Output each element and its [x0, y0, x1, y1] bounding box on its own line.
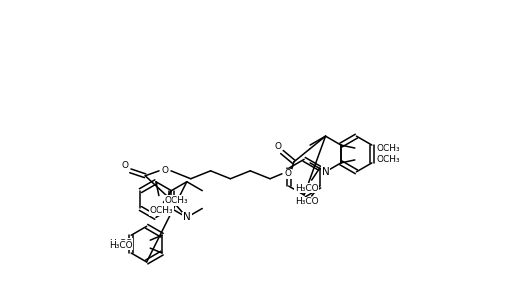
Text: OCH₃: OCH₃ [377, 155, 400, 164]
Text: O: O [161, 166, 169, 175]
Text: O: O [122, 161, 129, 170]
Text: H₃CO: H₃CO [109, 239, 132, 248]
Text: N: N [321, 167, 330, 177]
Text: OCH₃: OCH₃ [377, 143, 400, 153]
Text: O: O [285, 169, 291, 178]
Text: N: N [183, 212, 191, 223]
Text: H₃CO: H₃CO [109, 241, 132, 250]
Text: OCH₃: OCH₃ [165, 196, 189, 205]
Text: O: O [274, 142, 282, 150]
Text: H₃CO: H₃CO [295, 184, 318, 192]
Text: H₃CO: H₃CO [295, 197, 318, 206]
Text: OCH₃: OCH₃ [150, 206, 173, 215]
